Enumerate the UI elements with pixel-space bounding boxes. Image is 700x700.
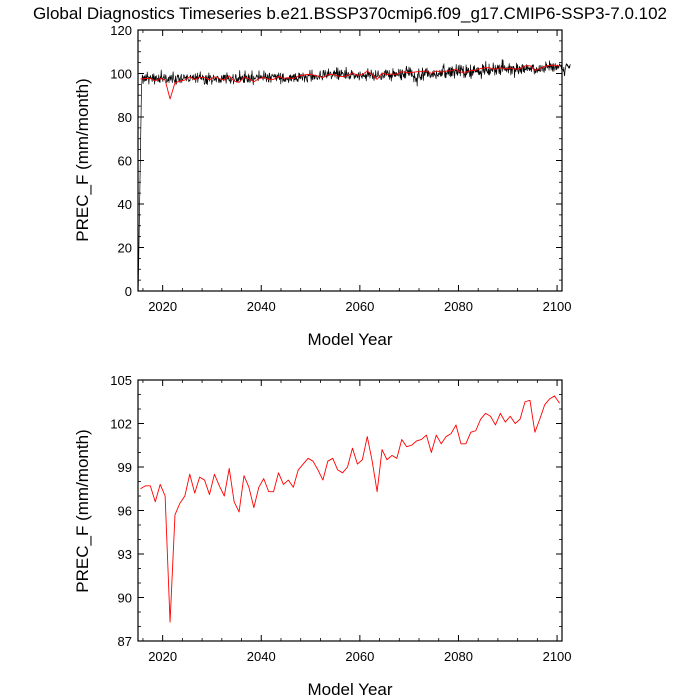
bottom-y-tick-label: 90 xyxy=(118,591,132,606)
top-y-tick-label: 80 xyxy=(118,110,132,125)
top-y-tick-label: 120 xyxy=(110,23,132,38)
bottom-y-tick-label: 102 xyxy=(110,417,132,432)
top-x-tick-label: 2040 xyxy=(247,299,276,314)
top-x-tick-label: 2080 xyxy=(444,299,473,314)
bottom-series-annual-line xyxy=(140,395,560,623)
bottom-axes-frame xyxy=(137,379,563,642)
top-y-tick-label: 40 xyxy=(118,197,132,212)
bottom-x-tick-label: 2060 xyxy=(345,649,374,664)
bottom-panel: 2020 2040 2060 2080 2100 87 90 93 96 99 102 105 PRE… xyxy=(73,373,572,699)
top-plot-area xyxy=(137,59,571,292)
bottom-y-axis-label: PREC_F (mm/month) xyxy=(73,429,92,592)
top-x-tick-label: 2100 xyxy=(543,299,572,314)
top-y-tick-label: 20 xyxy=(118,241,132,256)
top-x-axis-label: Model Year xyxy=(307,330,392,349)
top-x-tick-label: 2020 xyxy=(148,299,177,314)
bottom-plot-area xyxy=(140,395,560,623)
bottom-y-tick-label: 99 xyxy=(118,460,132,475)
bottom-x-tick-label: 2080 xyxy=(444,649,473,664)
bottom-x-tick-label: 2040 xyxy=(247,649,276,664)
bottom-axis-ticks: 2020 2040 2060 2080 2100 87 90 93 96 99 102 105 xyxy=(110,373,571,664)
bottom-y-tick-label: 87 xyxy=(118,634,132,649)
top-y-tick-label: 0 xyxy=(125,284,132,299)
top-y-axis-label: PREC_F (mm/month) xyxy=(73,78,92,241)
bottom-x-axis-label: Model Year xyxy=(307,680,392,699)
top-y-tick-label: 100 xyxy=(110,67,132,82)
top-x-tick-label: 2060 xyxy=(345,299,374,314)
bottom-y-tick-label: 105 xyxy=(110,373,132,388)
bottom-x-tick-label: 2020 xyxy=(148,649,177,664)
bottom-y-tick-label: 96 xyxy=(118,504,132,519)
top-series-monthly-line xyxy=(137,59,571,292)
top-y-tick-label: 60 xyxy=(118,154,132,169)
chart-title: Global Diagnostics Timeseries b.e21.BSSP… xyxy=(33,4,667,23)
bottom-y-tick-label: 93 xyxy=(118,547,132,562)
top-series-annual-line xyxy=(140,64,560,100)
bottom-x-tick-label: 2100 xyxy=(543,649,572,664)
